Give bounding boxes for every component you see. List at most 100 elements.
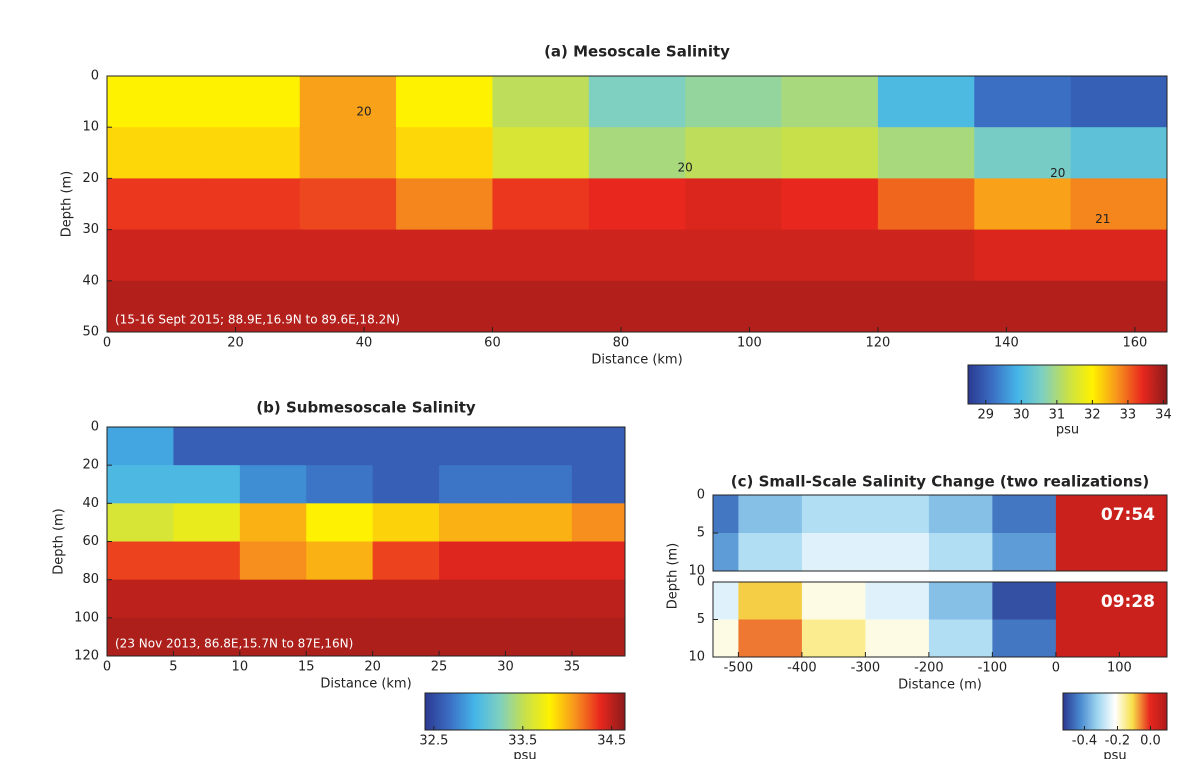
y-tick-label: 20: [82, 458, 99, 473]
cell: [239, 579, 307, 619]
cell: [877, 76, 975, 128]
x-tick-label: 0: [1052, 661, 1060, 676]
cell: [588, 76, 686, 128]
y-tick-label: 40: [82, 496, 99, 511]
cell: [492, 76, 590, 128]
cell: [299, 229, 397, 282]
cell: [299, 127, 397, 179]
cell: [992, 533, 1057, 571]
y-tick-label: 10: [688, 650, 705, 665]
cell: [306, 503, 374, 542]
y-tick-label: 60: [82, 534, 99, 549]
cell: [1070, 280, 1167, 332]
x-tick-label: -200: [914, 661, 944, 676]
colorbar-tick-label: 34.5: [597, 734, 626, 749]
cell: [1055, 495, 1167, 534]
contour-label: 21: [1095, 212, 1110, 226]
cell: [173, 579, 241, 619]
cell: [781, 229, 879, 282]
y-tick-label: 5: [697, 612, 705, 627]
y-tick-label: 0: [91, 69, 99, 84]
colorbar-tick-label: 30: [1013, 408, 1030, 423]
plot-frame: [106, 75, 1168, 333]
colorbar-tick-label: 34: [1155, 408, 1172, 423]
cell: [713, 582, 739, 620]
y-axis-label: Depth (m): [52, 508, 67, 575]
colorbar-tick-label: -0.2: [1105, 734, 1130, 749]
cell: [492, 280, 590, 332]
y-axis-label: Depth (m): [60, 171, 75, 238]
cell: [396, 229, 493, 282]
y-tick-label: 120: [74, 649, 99, 664]
cell: [505, 503, 573, 542]
cell: [801, 495, 866, 534]
cell: [974, 280, 1072, 332]
cell: [781, 280, 879, 332]
cell: [1070, 178, 1167, 231]
y-tick-label: 30: [82, 222, 99, 237]
panel-title: (c) Small-Scale Salinity Change (two rea…: [731, 473, 1149, 491]
x-axis-label: Distance (m): [898, 678, 982, 693]
cell: [877, 229, 975, 282]
cell: [107, 127, 204, 179]
x-tick-label: 120: [865, 336, 890, 351]
colorbar-tick-label: 31: [1049, 408, 1066, 423]
heatmap: [107, 427, 625, 656]
colorbar-tick-label: 0.0: [1140, 734, 1161, 749]
cell: [107, 579, 174, 619]
cell: [685, 76, 783, 128]
x-tick-label: 0: [103, 660, 111, 675]
cell: [781, 76, 879, 128]
y-tick-label: 5: [697, 526, 705, 541]
cell: [1055, 619, 1167, 657]
colorbar: [1062, 692, 1168, 731]
cell: [877, 280, 975, 332]
y-axis-label: Depth (m): [666, 543, 681, 610]
cell: [306, 579, 374, 619]
cell: [992, 582, 1057, 620]
cell: [107, 617, 174, 656]
y-tick-label: 0: [91, 420, 99, 435]
cell: [492, 127, 590, 179]
cell: [865, 495, 930, 534]
cell: [173, 465, 241, 504]
time-label: 07:54: [1101, 505, 1155, 525]
colorbar: [967, 364, 1168, 405]
panel-title: (a) Mesoscale Salinity: [544, 43, 730, 61]
cell: [685, 127, 783, 179]
cell: [107, 178, 204, 231]
x-tick-label: -400: [787, 661, 817, 676]
x-tick-label: 15: [298, 660, 315, 675]
colorbar-label: psu: [1103, 749, 1126, 759]
cell: [396, 280, 493, 332]
cell: [685, 229, 783, 282]
y-tick-label: 80: [82, 572, 99, 587]
cell: [492, 229, 590, 282]
x-tick-label: 30: [497, 660, 514, 675]
cell: [685, 178, 783, 231]
cell: [396, 76, 493, 128]
cell: [239, 427, 307, 466]
heatmap: [713, 495, 1167, 571]
cell: [173, 503, 241, 542]
cell: [738, 582, 803, 620]
colorbar-tick-label: 29: [977, 408, 994, 423]
cell: [877, 178, 975, 231]
cell: [239, 617, 307, 656]
cell: [107, 541, 174, 581]
cell: [439, 503, 506, 542]
cell: [738, 619, 803, 657]
x-tick-label: 100: [1107, 661, 1132, 676]
cell: [173, 617, 241, 656]
cell: [203, 229, 301, 282]
y-tick-label: 20: [82, 171, 99, 186]
x-axis-label: Distance (km): [320, 677, 411, 692]
cell: [107, 465, 174, 504]
cell: [738, 533, 803, 571]
cell: [372, 579, 440, 619]
cell: [306, 465, 374, 504]
colorbar-tick-label: 32.5: [419, 734, 448, 749]
x-tick-label: 80: [613, 336, 630, 351]
cell: [588, 127, 686, 179]
cell: [781, 127, 879, 179]
